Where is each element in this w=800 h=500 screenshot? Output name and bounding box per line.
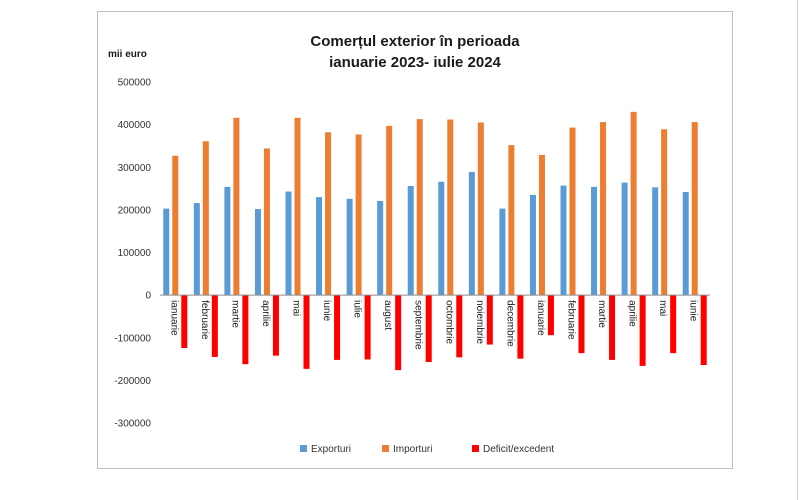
- bar-deficit-excedent-13: [547, 295, 554, 336]
- x-category-label: decembrie: [504, 300, 515, 347]
- chart-title: Comerțul exterior în perioada ianuarie 2…: [310, 33, 520, 71]
- x-category-label: mai: [291, 300, 302, 316]
- x-category-label: februarie: [199, 300, 210, 340]
- x-category-label: ianuarie: [168, 300, 179, 336]
- x-category-label: ianuarie: [535, 300, 546, 336]
- bar-exporturi-6: [316, 197, 323, 296]
- page-edge-line: [797, 0, 798, 500]
- bar-exporturi-16: [621, 182, 628, 296]
- bar-deficit-excedent-11: [486, 295, 493, 345]
- bar-exporturi-7: [346, 198, 353, 296]
- y-tick-label: 0: [145, 291, 151, 302]
- legend-swatch: [382, 445, 389, 452]
- bar-deficit-excedent-9: [425, 295, 432, 363]
- x-category-label: octombrie: [443, 300, 454, 344]
- bar-importuri-1: [172, 155, 179, 296]
- x-category-label: iunie: [688, 300, 699, 322]
- bar-exporturi-11: [468, 171, 475, 296]
- bar-exporturi-15: [591, 186, 598, 296]
- bar-deficit-excedent-18: [700, 295, 707, 366]
- bar-importuri-8: [386, 125, 393, 296]
- bar-importuri-16: [630, 111, 637, 296]
- y-axis-tick-labels: 500000 400000 300000 200000 100000 0 -100000 -2…: [114, 78, 151, 430]
- bar-exporturi-14: [560, 185, 567, 296]
- x-category-label: martie: [229, 300, 240, 328]
- bar-deficit-excedent-2: [211, 295, 218, 357]
- bar-deficit-excedent-15: [609, 295, 616, 360]
- bar-importuri-5: [294, 117, 301, 296]
- bar-importuri-15: [600, 122, 607, 296]
- x-category-label: septembrie: [413, 300, 424, 350]
- bar-deficit-excedent-10: [456, 295, 463, 358]
- bar-importuri-17: [661, 129, 668, 296]
- bar-deficit-excedent-5: [303, 295, 310, 369]
- bar-exporturi-13: [529, 194, 536, 296]
- bar-importuri-9: [416, 119, 423, 296]
- bar-deficit-excedent-4: [272, 295, 279, 356]
- bar-exporturi-3: [224, 186, 231, 296]
- y-tick-label: 500000: [118, 78, 152, 89]
- y-tick-label: 300000: [118, 163, 152, 174]
- bar-deficit-excedent-12: [517, 295, 524, 359]
- bar-importuri-6: [325, 132, 332, 296]
- x-category-label: martie: [596, 300, 607, 328]
- bar-exporturi-8: [377, 200, 384, 296]
- legend-swatch: [300, 445, 307, 452]
- bar-deficit-excedent-3: [242, 295, 249, 365]
- bar-deficit-excedent-1: [181, 295, 188, 348]
- x-category-label: iunie: [321, 300, 332, 322]
- chart-legend: Exporturi Importuri Deficit/excedent: [300, 444, 554, 455]
- bar-importuri-3: [233, 117, 240, 296]
- x-axis-category-labels: ianuarie februarie martie aprilie mai iunie iu…: [168, 300, 698, 350]
- x-category-label: aprilie: [260, 300, 271, 327]
- x-category-label: februarie: [566, 300, 577, 340]
- bar-deficit-excedent-14: [578, 295, 585, 354]
- bar-importuri-13: [538, 154, 545, 296]
- bar-deficit-excedent-8: [395, 295, 402, 371]
- bar-importuri-12: [508, 145, 515, 296]
- bar-exporturi-9: [407, 186, 414, 296]
- x-category-label: aprilie: [627, 300, 638, 327]
- y-axis-unit-label: mii euro: [108, 49, 147, 60]
- x-category-label: august: [382, 300, 393, 330]
- y-tick-label: -100000: [114, 333, 151, 344]
- x-category-label: iulie: [352, 300, 363, 318]
- bar-deficit-excedent-6: [334, 295, 341, 360]
- bar-importuri-10: [447, 119, 454, 296]
- bar-deficit-excedent-16: [639, 295, 646, 366]
- bar-exporturi-5: [285, 191, 292, 296]
- y-tick-label: 400000: [118, 120, 152, 131]
- chart-bars: [163, 111, 707, 371]
- y-tick-label: 200000: [118, 205, 152, 216]
- bar-importuri-4: [263, 148, 270, 296]
- legend-label: Deficit/excedent: [483, 444, 554, 455]
- legend-label: Importuri: [393, 444, 432, 455]
- bar-importuri-2: [202, 141, 209, 296]
- legend-label: Exporturi: [311, 444, 351, 455]
- chart-title-line-1: Comerțul exterior în perioada: [310, 33, 520, 50]
- y-tick-label: -200000: [114, 376, 151, 387]
- y-tick-label: -300000: [114, 419, 151, 430]
- bar-importuri-11: [477, 122, 484, 296]
- bar-exporturi-18: [682, 191, 689, 296]
- bar-exporturi-2: [193, 203, 200, 296]
- bar-importuri-14: [569, 127, 576, 296]
- y-tick-label: 100000: [118, 248, 152, 259]
- bar-exporturi-10: [438, 181, 445, 296]
- bar-deficit-excedent-7: [364, 295, 371, 360]
- bar-importuri-18: [691, 122, 698, 296]
- legend-swatch: [472, 445, 479, 452]
- bar-importuri-7: [355, 134, 362, 296]
- bar-exporturi-1: [163, 208, 170, 296]
- bar-exporturi-12: [499, 208, 506, 296]
- bar-deficit-excedent-17: [670, 295, 677, 354]
- bar-exporturi-17: [652, 187, 659, 296]
- x-category-label: noiembrie: [474, 300, 485, 344]
- bar-exporturi-4: [254, 209, 261, 296]
- x-category-label: mai: [657, 300, 668, 316]
- chart-title-line-2: ianuarie 2023- iulie 2024: [329, 54, 501, 71]
